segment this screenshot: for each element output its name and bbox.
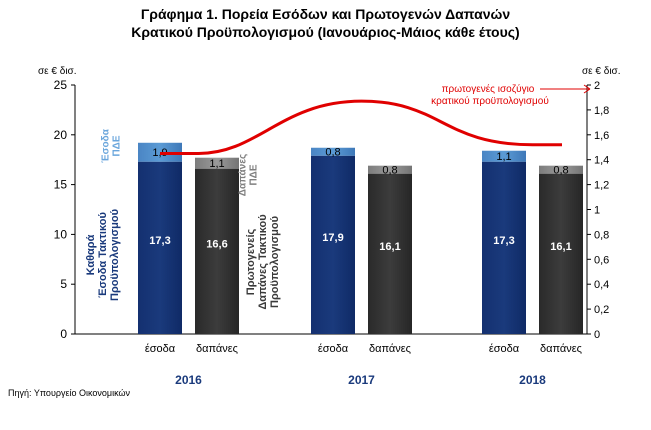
year-label-2017: 2017 xyxy=(348,373,375,387)
revenue-base-annotation-line: Έσοδα Τακτικού xyxy=(97,212,109,298)
bar-2018-spending-base xyxy=(539,173,583,334)
bar-2017-spending-pde xyxy=(368,165,412,174)
category-label: έσοδα xyxy=(145,343,176,355)
line-legend-arrowhead xyxy=(583,84,591,94)
right-tick-label: 1,4 xyxy=(594,155,609,167)
spending-pde-annotation-line: ΠΔΕ xyxy=(249,164,260,185)
pde-value-label: 0,8 xyxy=(382,165,397,177)
right-tick-label: 1,2 xyxy=(594,180,609,192)
source-note: Πηγή: Υπουργείο Οικονομικών xyxy=(8,388,131,398)
bar-value-label: 16,1 xyxy=(550,241,571,253)
bar-value-label: 16,6 xyxy=(206,238,227,250)
balance-line xyxy=(160,99,562,155)
bar-2017-revenue-pde xyxy=(311,147,355,156)
left-tick-label: 5 xyxy=(60,277,67,291)
pde-value-label: 1,1 xyxy=(209,158,224,170)
right-tick-label: 0,6 xyxy=(594,254,609,266)
right-tick-label: 1,8 xyxy=(594,105,609,117)
right-axis-unit: σε € δισ. xyxy=(582,66,621,77)
spending-base-annotation: ΠρωτογενείςΔαπάνες ΤακτικούΠροϋπολογισμο… xyxy=(245,214,281,309)
bar-2016-spending-base xyxy=(195,168,239,334)
pde-value-label: 0,8 xyxy=(553,165,568,177)
right-tick-label: 0,4 xyxy=(594,279,609,291)
spending-base-annotation-line: Δαπάνες Τακτικού xyxy=(257,214,269,309)
right-tick-label: 1,6 xyxy=(594,130,609,142)
category-label: δαπάνες xyxy=(540,343,582,355)
revenue-base-annotation: ΚαθαράΈσοδα ΤακτικούΠροϋπολογισμού xyxy=(85,209,121,301)
bar-value-label: 16,1 xyxy=(379,241,400,253)
bar-value-label: 17,9 xyxy=(322,232,343,244)
right-tick-label: 2 xyxy=(594,80,600,92)
left-tick-label: 0 xyxy=(60,327,67,341)
spending-base-annotation-line: Πρωτογενείς xyxy=(245,228,257,295)
spending-base-annotation-line: Προϋπολογισμού xyxy=(269,216,281,308)
category-label: δαπάνες xyxy=(196,343,238,355)
line-legend-text-1: πρωτογενές ισοζύγιο xyxy=(442,83,535,95)
bar-2016-revenue-base xyxy=(138,161,182,334)
pde-value-label: 0,8 xyxy=(325,147,340,159)
revenue-pde-annotation: ΈσοδαΠΔΕ xyxy=(101,128,123,163)
bar-2018-revenue-base xyxy=(482,161,526,334)
left-tick-label: 20 xyxy=(54,128,68,142)
bar-value-label: 17,3 xyxy=(149,235,170,247)
left-tick-label: 10 xyxy=(54,227,68,241)
right-tick-label: 1 xyxy=(594,205,600,217)
pde-value-label: 1,1 xyxy=(496,151,511,163)
left-tick-label: 15 xyxy=(54,178,68,192)
revenue-pde-annotation-line: ΠΔΕ xyxy=(112,135,123,156)
category-label: έσοδα xyxy=(489,343,520,355)
year-label-2016: 2016 xyxy=(175,373,202,387)
spending-pde-annotation: ΔαπάνεςΠΔΕ xyxy=(238,154,260,196)
right-tick-label: 0 xyxy=(594,329,600,341)
bar-value-label: 17,3 xyxy=(493,235,514,247)
revenue-base-annotation-line: Προϋπολογισμού xyxy=(109,209,121,301)
spending-pde-annotation-line: Δαπάνες xyxy=(238,154,249,196)
bar-2016-spending-pde xyxy=(195,157,239,169)
left-axis-unit: σε € δισ. xyxy=(38,66,77,77)
right-tick-label: 0,2 xyxy=(594,304,609,316)
chart-title-line-1: Γράφημα 1. Πορεία Εσόδων και Πρωτογενών … xyxy=(140,6,511,22)
revenue-base-annotation-line: Καθαρά xyxy=(85,234,97,275)
year-label-2018: 2018 xyxy=(519,373,546,387)
category-label: δαπάνες xyxy=(369,343,411,355)
revenue-pde-annotation-line: Έσοδα xyxy=(101,128,112,163)
bar-2018-revenue-pde xyxy=(482,150,526,162)
bar-2017-spending-base xyxy=(368,173,412,334)
bar-2018-spending-pde xyxy=(539,165,583,174)
chart-title-line-2: Κρατικού Προϋπολογισμού (Ιανουάριος-Μάιο… xyxy=(131,24,520,40)
line-legend-text-2: κρατικού προϋπολογισμού xyxy=(431,95,549,107)
category-label: έσοδα xyxy=(318,343,349,355)
bar-2017-revenue-base xyxy=(311,155,355,334)
left-tick-label: 25 xyxy=(54,78,68,92)
right-tick-label: 0,8 xyxy=(594,229,609,241)
